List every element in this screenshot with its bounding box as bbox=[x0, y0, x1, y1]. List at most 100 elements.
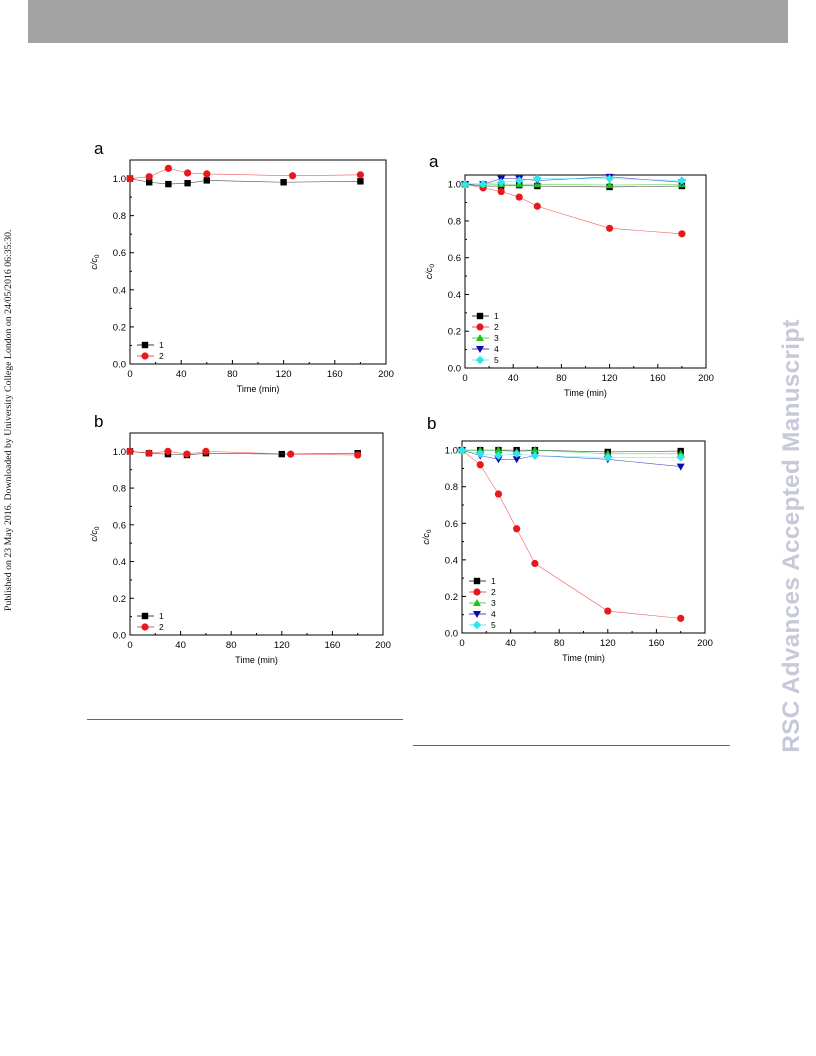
series-line bbox=[129, 178, 361, 185]
data-point bbox=[479, 180, 488, 188]
series-line bbox=[129, 168, 361, 179]
legend-label: 1 bbox=[159, 340, 164, 350]
data-point bbox=[533, 180, 542, 188]
series-line bbox=[464, 183, 682, 188]
data-point bbox=[534, 182, 541, 190]
data-point bbox=[497, 187, 505, 196]
data-point bbox=[533, 177, 542, 185]
data-point bbox=[457, 445, 467, 455]
panel-label: b bbox=[94, 412, 103, 431]
header-bar bbox=[28, 0, 788, 43]
legend-label: 4 bbox=[491, 609, 496, 619]
y-tick-label: 0.0 bbox=[448, 364, 461, 375]
panel-label: a bbox=[94, 139, 104, 158]
data-point bbox=[183, 451, 191, 459]
x-axis-label: Time (min) bbox=[237, 384, 280, 394]
x-tick-label: 80 bbox=[554, 638, 565, 649]
data-point bbox=[678, 182, 686, 190]
data-point bbox=[512, 447, 521, 455]
y-tick-label: 0.6 bbox=[113, 520, 126, 531]
legend-label: 3 bbox=[491, 598, 496, 608]
data-point bbox=[476, 461, 484, 469]
x-tick-label: 40 bbox=[508, 373, 519, 384]
data-point bbox=[476, 449, 485, 458]
data-point bbox=[515, 180, 524, 188]
x-tick-label: 80 bbox=[226, 640, 237, 651]
data-point bbox=[356, 171, 364, 179]
x-tick-label: 40 bbox=[176, 369, 187, 380]
panel-label: a bbox=[429, 152, 439, 171]
data-point bbox=[145, 173, 153, 181]
data-point bbox=[202, 447, 210, 455]
data-point bbox=[126, 448, 134, 455]
y-tick-label: 0.0 bbox=[445, 629, 458, 640]
data-point bbox=[606, 183, 613, 191]
data-point bbox=[203, 177, 210, 184]
data-point bbox=[461, 180, 469, 188]
y-tick-label: 0.8 bbox=[448, 216, 461, 227]
data-point bbox=[603, 453, 612, 462]
data-point bbox=[280, 179, 287, 186]
x-tick-label: 0 bbox=[459, 638, 464, 649]
data-point bbox=[604, 607, 612, 615]
data-point bbox=[494, 490, 503, 498]
x-tick-label: 120 bbox=[276, 369, 292, 380]
series-line bbox=[465, 178, 682, 185]
data-point bbox=[164, 164, 172, 172]
data-point bbox=[476, 452, 485, 460]
data-point bbox=[461, 181, 469, 189]
series-line bbox=[462, 449, 681, 453]
x-tick-label: 40 bbox=[505, 638, 516, 649]
data-point bbox=[678, 230, 686, 238]
y-tick-label: 0.4 bbox=[113, 557, 126, 568]
data-point bbox=[605, 173, 614, 181]
data-point bbox=[458, 446, 466, 454]
x-tick-label: 160 bbox=[648, 638, 664, 649]
series-line bbox=[461, 449, 681, 458]
data-point bbox=[677, 179, 686, 187]
data-point bbox=[287, 450, 295, 458]
data-point bbox=[531, 559, 539, 568]
data-point bbox=[512, 449, 521, 458]
data-point bbox=[513, 446, 520, 454]
data-point bbox=[354, 451, 362, 459]
legend-label: 2 bbox=[159, 351, 164, 361]
data-point bbox=[479, 181, 488, 189]
legend-label: 2 bbox=[159, 622, 164, 632]
data-point bbox=[513, 525, 521, 533]
plot-frame bbox=[461, 440, 706, 634]
x-tick-label: 80 bbox=[227, 369, 238, 380]
data-point bbox=[606, 224, 614, 232]
y-axis-label: c/c0 bbox=[89, 254, 101, 270]
data-point bbox=[497, 175, 506, 183]
plot-series-group bbox=[126, 164, 364, 188]
x-tick-label: 160 bbox=[327, 369, 343, 380]
data-point bbox=[458, 447, 466, 455]
data-point bbox=[184, 179, 191, 187]
data-point bbox=[516, 181, 523, 189]
data-point bbox=[461, 180, 469, 188]
x-tick-label: 0 bbox=[462, 373, 467, 384]
caption-rule-right bbox=[413, 745, 730, 746]
legend-marker bbox=[472, 620, 482, 630]
y-tick-label: 0.6 bbox=[448, 253, 461, 264]
plot-frame bbox=[464, 174, 707, 369]
data-point bbox=[603, 456, 612, 464]
data-point bbox=[677, 447, 684, 455]
x-tick-label: 200 bbox=[378, 369, 394, 380]
data-point bbox=[512, 456, 521, 464]
x-tick-label: 40 bbox=[175, 640, 186, 651]
x-tick-label: 120 bbox=[600, 638, 616, 649]
data-point bbox=[495, 446, 502, 454]
panel-label: b bbox=[427, 414, 436, 433]
y-tick-label: 0.6 bbox=[113, 248, 126, 259]
data-point bbox=[496, 178, 506, 187]
data-point bbox=[676, 449, 685, 457]
legend-label: 5 bbox=[494, 355, 499, 365]
y-axis-label: c/c0 bbox=[424, 264, 436, 280]
data-point bbox=[165, 180, 172, 188]
data-point bbox=[164, 450, 172, 458]
x-tick-label: 120 bbox=[274, 640, 290, 651]
data-point bbox=[497, 180, 506, 188]
